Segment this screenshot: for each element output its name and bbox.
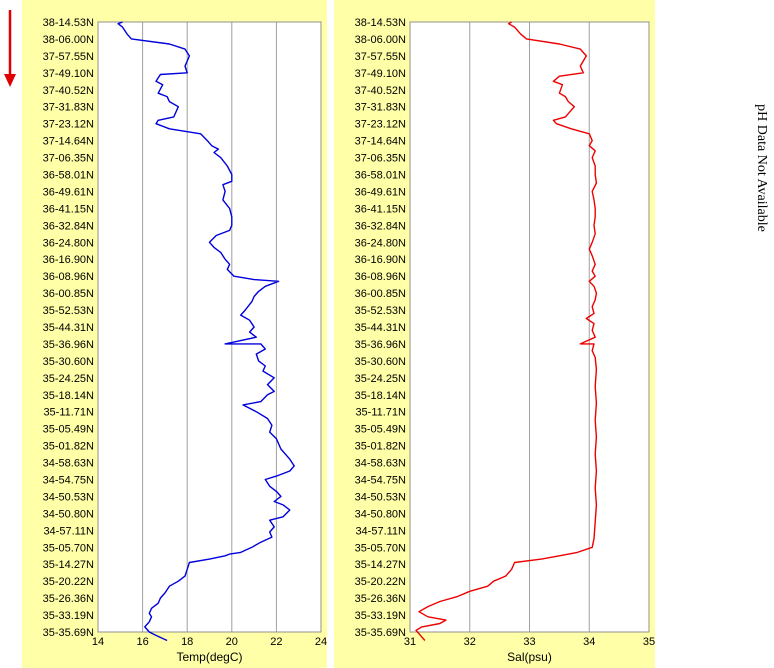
temp-y-tick-label: 35-24.25N [43,373,94,385]
sal-y-tick-label: 35-14.27N [355,559,406,571]
sal-y-tick-label: 34-50.53N [355,491,406,503]
temp-y-tick-label: 35-01.82N [43,441,94,453]
sal-y-tick-label: 34-57.11N [355,525,406,537]
temp-y-tick-label: 35-14.27N [43,559,94,571]
temp-y-tick-label: 35-05.70N [43,542,94,554]
sal-y-tick-label: 36-49.61N [355,186,406,198]
temp-y-tick-label: 34-50.80N [43,508,94,520]
sal-y-tick-label: 35-05.49N [355,424,406,436]
sal-y-tick-label: 37-57.55N [355,51,406,63]
sal-y-tick-label: 35-26.36N [355,593,406,605]
temp-y-tick-label: 37-23.12N [43,119,94,131]
sal-y-tick-label: 38-06.00N [355,34,406,46]
temp-y-tick-label: 36-08.96N [43,271,94,283]
sal-x-tick-label: 31 [404,636,416,648]
temp-plot-area [98,22,321,632]
temp-y-tick-label: 36-41.15N [43,203,94,215]
sal-y-tick-label: 37-31.83N [355,102,406,114]
sal-y-tick-label: 36-58.01N [355,170,406,182]
sal-x-axis-label: Sal(psu) [507,650,552,664]
temp-x-axis-label: Temp(degC) [176,650,242,664]
sal-y-tick-label: 38-14.53N [355,17,406,29]
temp-y-tick-label: 38-14.53N [43,17,94,29]
sal-y-tick-label: 35-20.22N [355,576,406,588]
temp-series-line [117,21,295,642]
sal-y-tick-label: 37-40.52N [355,85,406,97]
temp-y-tick-label: 37-49.10N [43,68,94,80]
sal-y-tick-label: 35-44.31N [355,322,406,334]
sal-y-tick-label: 36-00.85N [355,288,406,300]
direction-arrow-head [4,74,16,87]
sal-y-tick-label: 37-14.64N [355,136,406,148]
temp-y-tick-label: 36-24.80N [43,237,94,249]
temp-x-tick-label: 24 [315,636,327,648]
temp-y-tick-label: 37-57.55N [43,51,94,63]
sal-y-tick-label: 35-24.25N [355,373,406,385]
temp-y-tick-label: 34-58.63N [43,458,94,470]
sal-y-tick-label: 37-23.12N [355,119,406,131]
temp-y-tick-label: 37-06.35N [43,153,94,165]
sal-y-tick-label: 34-58.63N [355,458,406,470]
temp-y-tick-label: 35-26.36N [43,593,94,605]
temp-y-tick-label: 36-00.85N [43,288,94,300]
sal-series-line [415,21,598,641]
sal-y-tick-label: 34-54.75N [355,475,406,487]
sal-y-tick-label: 36-08.96N [355,271,406,283]
temp-y-tick-label: 35-52.53N [43,305,94,317]
sal-y-tick-label: 37-49.10N [355,68,406,80]
temp-y-tick-label: 35-33.19N [43,610,94,622]
sal-y-tick-label: 36-24.80N [355,237,406,249]
temp-y-tick-label: 34-50.53N [43,491,94,503]
sal-x-tick-label: 34 [583,636,595,648]
sal-y-tick-label: 35-52.53N [355,305,406,317]
temp-y-tick-label: 36-49.61N [43,186,94,198]
sal-plot-frame [409,21,650,633]
temp-y-tick-label: 35-18.14N [43,390,94,402]
sal-y-tick-label: 35-05.70N [355,542,406,554]
temp-y-tick-label: 37-14.64N [43,136,94,148]
temp-y-tick-label: 35-05.49N [43,424,94,436]
sal-y-tick-label: 36-41.15N [355,203,406,215]
sal-y-tick-label: 36-16.90N [355,254,406,266]
sal-y-tick-label: 35-33.19N [355,610,406,622]
temp-y-tick-label: 36-32.84N [43,220,94,232]
temp-x-tick-label: 14 [92,636,104,648]
sal-y-tick-label: 37-06.35N [355,153,406,165]
temp-x-tick-label: 16 [136,636,148,648]
temp-y-tick-label: 38-06.00N [43,34,94,46]
sal-y-tick-label: 35-18.14N [355,390,406,402]
sal-y-tick-label: 35-11.71N [355,407,406,419]
temp-y-tick-label: 36-16.90N [43,254,94,266]
temp-y-tick-label: 37-31.83N [43,102,94,114]
temp-y-tick-label: 35-44.31N [43,322,94,334]
sal-y-tick-label: 35-36.96N [355,339,406,351]
temp-y-tick-label: 34-54.75N [43,475,94,487]
temp-x-tick-label: 22 [270,636,282,648]
temp-y-tick-label: 37-40.52N [43,85,94,97]
sal-y-tick-label: 34-50.80N [355,508,406,520]
ph-unavailable-note: pH Data Not Available [754,104,769,232]
temp-x-tick-label: 20 [226,636,238,648]
temp-y-tick-label: 35-36.96N [43,339,94,351]
sal-y-tick-label: 36-32.84N [355,220,406,232]
temp-y-tick-label: 35-30.60N [43,356,94,368]
chart-layer: 38-14.53N 38-06.00N 37-57.55N 37-49.10N 37-4… [43,17,656,664]
temp-y-tick-label: 35-11.71N [43,407,94,419]
temp-y-tick-label: 36-58.01N [43,170,94,182]
temp-y-tick-label: 35-20.22N [43,576,94,588]
temp-y-tick-label: 34-57.11N [43,525,94,537]
sal-x-tick-label: 33 [523,636,535,648]
temp-y-tick-label: 35-35.69N [43,627,94,639]
sal-y-tick-label: 35-30.60N [355,356,406,368]
sal-y-tick-label: 35-35.69N [355,627,406,639]
temp-plot-frame [97,21,322,633]
temp-x-tick-label: 18 [181,636,193,648]
sal-y-tick-label: 35-01.82N [355,441,406,453]
sal-x-tick-label: 32 [464,636,476,648]
sal-x-tick-label: 35 [643,636,655,648]
